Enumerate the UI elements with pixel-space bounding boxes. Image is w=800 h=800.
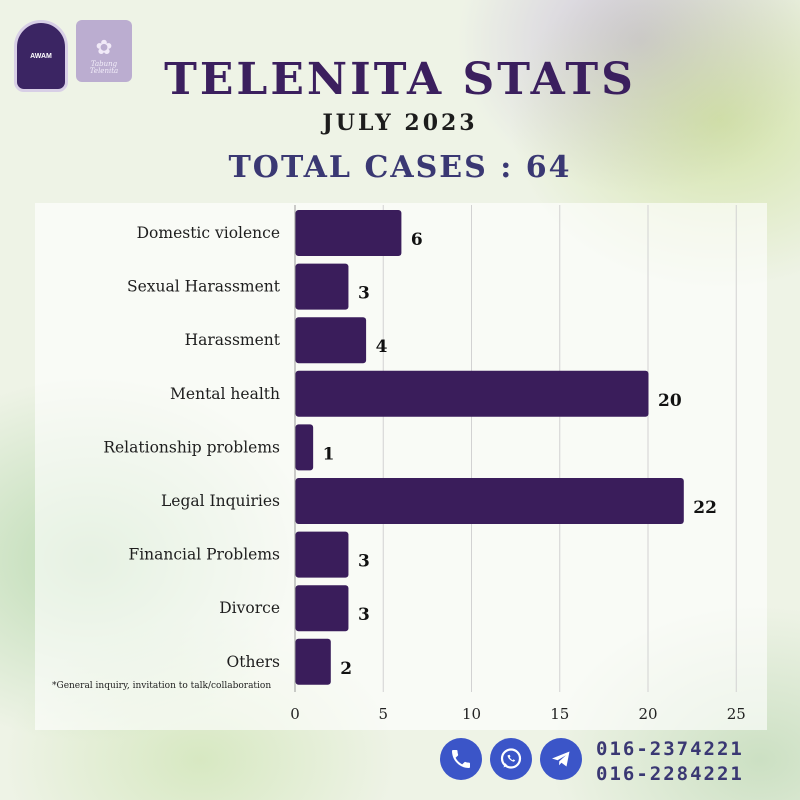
data-label: 22 [693, 498, 717, 518]
x-tick-label: 5 [378, 705, 388, 723]
aws-logo: AWAM [14, 20, 68, 92]
bar [295, 370, 649, 417]
bar [295, 263, 349, 310]
data-label: 3 [358, 552, 370, 572]
chart-panel [35, 203, 767, 730]
category-label: Harassment [185, 331, 281, 349]
category-label: Divorce [219, 599, 280, 617]
lotus-icon: ✿ [95, 34, 113, 59]
category-label: Sexual Harassment [127, 278, 281, 296]
bar [295, 638, 331, 685]
chart-footnote: *General inquiry, invitation to talk/col… [52, 681, 272, 691]
telegram-icon[interactable] [540, 738, 582, 780]
x-tick-label: 10 [462, 705, 481, 723]
category-label: Relationship problems [103, 438, 280, 456]
category-label: Mental health [170, 385, 280, 403]
x-tick-label: 25 [727, 705, 746, 723]
tabung-telenita-logo-text: Tabung Telenita [89, 59, 119, 76]
page-subtitle: JULY 2023 [322, 110, 478, 136]
data-label: 3 [358, 284, 370, 304]
category-label: Domestic violence [137, 224, 280, 242]
tabung-telenita-logo: ✿ Tabung Telenita [76, 20, 132, 82]
page-title: TELENITA STATS [164, 54, 636, 105]
phone-number-2: 016-2284221 [596, 763, 744, 785]
bar [295, 210, 402, 256]
x-tick-label: 15 [550, 705, 569, 723]
aws-logo-label: AWAM [30, 52, 52, 60]
data-label: 6 [411, 230, 423, 250]
bar [295, 317, 367, 364]
data-label: 2 [340, 659, 352, 679]
phone-number-1: 016-2374221 [596, 738, 744, 760]
bar [295, 478, 684, 524]
category-label: Financial Problems [128, 546, 280, 564]
data-label: 20 [658, 391, 682, 411]
bar [295, 424, 314, 471]
data-label: 1 [323, 444, 335, 464]
x-tick-label: 20 [638, 705, 657, 723]
bar [295, 531, 349, 578]
data-label: 3 [358, 605, 370, 625]
phone-icon[interactable] [440, 738, 482, 780]
bar [295, 585, 349, 632]
total-cases: TOTAL CASES : 64 [228, 150, 572, 185]
category-label: Others [227, 653, 281, 671]
data-label: 4 [376, 337, 388, 357]
whatsapp-icon[interactable] [490, 738, 532, 780]
phone-numbers: 016-2374221 016-2284221 [596, 737, 744, 787]
contact-icons [440, 738, 582, 780]
x-tick-label: 0 [290, 705, 300, 723]
category-label: Legal Inquiries [161, 492, 280, 510]
